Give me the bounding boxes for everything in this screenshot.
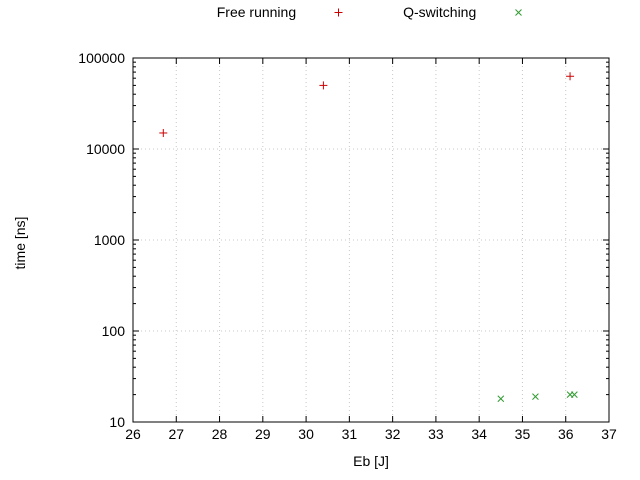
x-tick-label: 34 [471, 426, 487, 442]
x-tick-label: 30 [298, 426, 314, 442]
x-tick-label: 31 [342, 426, 358, 442]
cross-data-marker [571, 391, 578, 398]
x-tick-label: 36 [558, 426, 574, 442]
cross-data-marker [497, 395, 505, 403]
y-tick-label: 10000 [86, 141, 125, 157]
legend-label-free-running: Free running [216, 4, 297, 20]
x-tick-label: 26 [125, 426, 141, 442]
plus-marker-icon [334, 8, 343, 16]
x-tick-label: 33 [428, 426, 444, 442]
cross-marker-icon [515, 8, 523, 16]
legend-item-q-switching: Q-switching [403, 4, 525, 20]
x-tick-label: 37 [601, 426, 617, 442]
legend-label-q-switching: Q-switching [403, 4, 477, 20]
x-tick-label: 32 [385, 426, 401, 442]
cross-data-marker [532, 393, 539, 400]
y-tick-label: 1000 [94, 232, 125, 248]
legend-item-free-running: Free running [217, 4, 345, 20]
x-tick-label: 28 [212, 426, 228, 442]
x-axis-title: Eb [J] [353, 453, 389, 469]
y-tick-label: 100000 [78, 50, 125, 66]
legend-sample-marker [515, 8, 523, 16]
y-tick-label: 10 [109, 414, 125, 430]
y-tick-label: 100 [102, 323, 126, 339]
legend: Free running Q-switching [133, 4, 609, 20]
x-tick-label: 29 [255, 426, 271, 442]
x-tick-label: 27 [168, 426, 184, 442]
x-tick-label: 35 [515, 426, 531, 442]
